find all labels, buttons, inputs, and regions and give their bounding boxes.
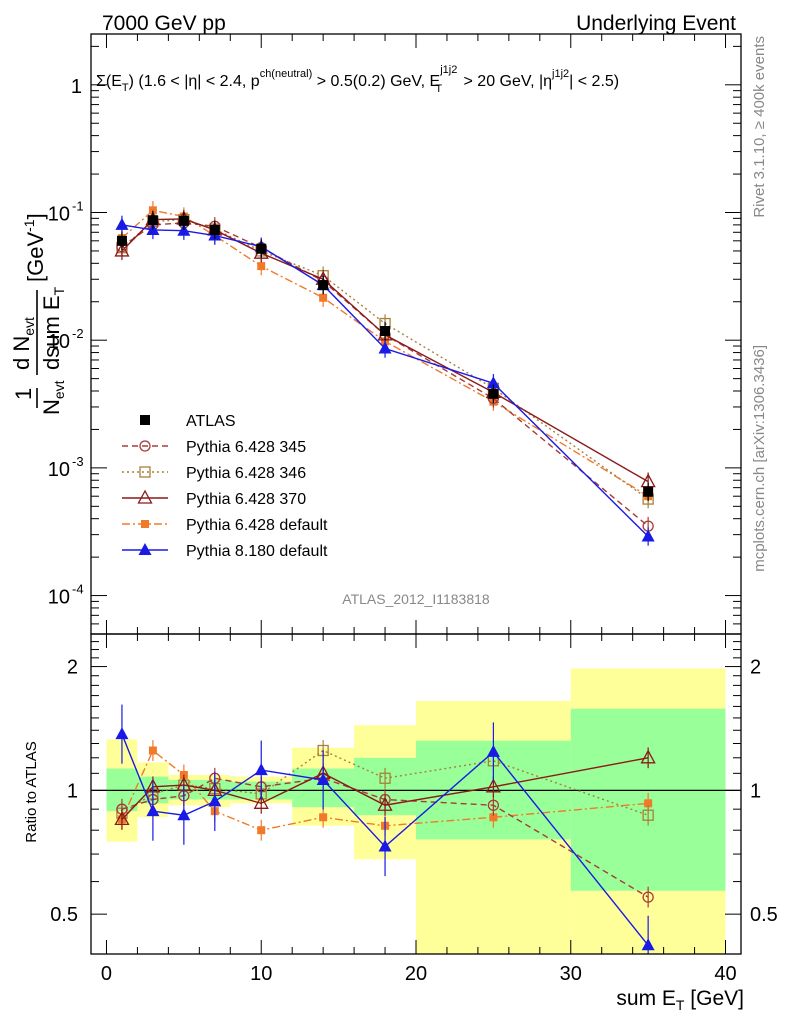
- main-point-atlas: [256, 243, 267, 254]
- svg-text:d Nevt: d Nevt: [9, 317, 37, 370]
- ratio-point-pdef: [644, 799, 653, 808]
- legend-label-pdef: Pythia 6.428 default: [186, 517, 328, 534]
- main-point-atlas: [147, 215, 158, 226]
- main-y-tick-exponent: -1: [72, 198, 84, 213]
- ratio-point-p345: [642, 891, 654, 903]
- ratio-line-p345: [121, 777, 649, 898]
- ratio-point-p8: [115, 727, 129, 740]
- svg-text:[GeV-1]: [GeV-1]: [21, 213, 48, 282]
- main-y-tick-label: 10: [48, 331, 70, 353]
- legend-marker-atlas: [140, 415, 150, 425]
- legend-label-p370: Pythia 6.428 370: [186, 491, 306, 508]
- x-tick-label: 30: [560, 963, 582, 985]
- legend-marker-p346: [139, 466, 151, 478]
- svg-text:1: 1: [11, 388, 36, 400]
- x-tick-label: 20: [405, 963, 427, 985]
- header-right: Underlying Event: [576, 12, 736, 35]
- legend-marker-p345: [139, 440, 151, 452]
- ratio-point-p370: [485, 778, 501, 793]
- main-y-tick-exponent: -4: [72, 582, 84, 597]
- main-point-atlas: [209, 224, 220, 235]
- svg-text:Σ(ET) (1.6 < |η| < 2.4, pch(ne: Σ(ET) (1.6 < |η| < 2.4, pch(neutral) > 0…: [96, 64, 619, 95]
- main-point-pdef: [257, 262, 266, 271]
- main-point-atlas: [380, 326, 391, 337]
- main-y-tick-label: 10: [48, 203, 70, 225]
- ratio-point-p346: [642, 809, 654, 821]
- main-point-atlas: [318, 280, 329, 291]
- main-point-p8: [486, 376, 500, 389]
- main-line-p8: [121, 224, 649, 538]
- ratio-point-p8: [177, 808, 191, 821]
- ratio-point-pdef: [257, 826, 266, 835]
- plot-title: Σ(ET) (1.6 < |η| < 2.4, pch(neutral) > 0…: [96, 64, 619, 95]
- legend-marker-pdef: [141, 520, 149, 528]
- ratio-y-tick-label-left: 0.5: [50, 904, 78, 926]
- main-point-atlas: [178, 215, 189, 226]
- ratio-point-p8: [641, 938, 655, 951]
- ratio-y-tick-label-right: 0.5: [750, 904, 778, 926]
- ratio-point-p8: [316, 772, 330, 785]
- ratio-y-tick-label-left: 2: [67, 657, 78, 679]
- ratio-point-p370: [253, 794, 269, 809]
- main-point-p8: [378, 341, 392, 354]
- ratio-point-p345: [487, 799, 500, 811]
- svg-text:Nevt: Nevt: [39, 380, 67, 415]
- ratio-point-p346: [379, 772, 391, 784]
- x-tick-label: 40: [714, 963, 736, 985]
- main-point-p8: [641, 529, 655, 542]
- main-point-p8: [115, 217, 129, 230]
- ratio-point-p370: [377, 796, 393, 811]
- legend-label-atlas: ATLAS: [186, 413, 236, 430]
- ratio-y-tick-label-left: 1: [67, 780, 78, 802]
- legend-label-p8: Pythia 8.180 default: [186, 543, 328, 560]
- ratio-point-p8: [486, 744, 500, 757]
- main-point-atlas: [488, 388, 499, 399]
- ratio-point-pdef: [319, 813, 328, 822]
- main-line-p346: [121, 218, 649, 500]
- rivet-version-label: Rivet 3.1.10, ≥ 400k events: [751, 36, 768, 218]
- main-point-atlas: [116, 235, 127, 246]
- main-point-pdef: [319, 293, 328, 302]
- mcplots-label: mcplots.cern.ch [arXiv:1306.3436]: [751, 345, 768, 572]
- ratio-point-p8: [378, 839, 392, 852]
- legend: ATLAS Pythia 6.428 345 Pythia 6.428 346 Pyt…: [122, 413, 328, 560]
- ratio-point-p8: [208, 794, 222, 807]
- header-left: 7000 GeV pp: [102, 12, 226, 35]
- ratio-y-tick-label-right: 2: [750, 657, 761, 679]
- svg-text:dsum ET: dsum ET: [39, 286, 67, 370]
- main-y-tick-exponent: -3: [72, 454, 84, 469]
- legend-marker-p370: [137, 489, 153, 504]
- ratio-ylabel: Ratio to ATLAS: [23, 741, 40, 842]
- analysis-watermark: ATLAS_2012_I1183818: [342, 591, 490, 607]
- main-ylabel: 1 Nevt d Nevt dsum ET [GeV-1]: [9, 213, 67, 415]
- main-point-p370: [114, 242, 130, 257]
- ratio-point-p370: [640, 749, 656, 764]
- main-point-atlas: [643, 486, 654, 497]
- main-point-pdef: [148, 206, 157, 215]
- x-tick-label: 10: [250, 963, 272, 985]
- ratio-y-tick-label-right: 1: [750, 780, 761, 802]
- legend-marker-p8: [138, 543, 152, 555]
- legend-label-p345: Pythia 6.428 345: [186, 439, 306, 456]
- ratio-point-p8: [146, 804, 160, 817]
- ratio-point-p370: [114, 811, 130, 826]
- main-y-tick-label: 1: [71, 76, 82, 98]
- main-y-tick-label: 10: [48, 587, 70, 609]
- ratio-point-pdef: [489, 813, 498, 822]
- x-tick-label: 0: [101, 963, 112, 985]
- ratio-point-pdef: [148, 746, 157, 755]
- xlabel: sum ET [GeV]: [616, 987, 744, 1013]
- ratio-point-p8: [254, 763, 268, 776]
- main-y-tick-label: 10: [48, 459, 70, 481]
- legend-label-p346: Pythia 6.428 346: [186, 465, 306, 482]
- main-y-tick-exponent: -2: [72, 326, 84, 341]
